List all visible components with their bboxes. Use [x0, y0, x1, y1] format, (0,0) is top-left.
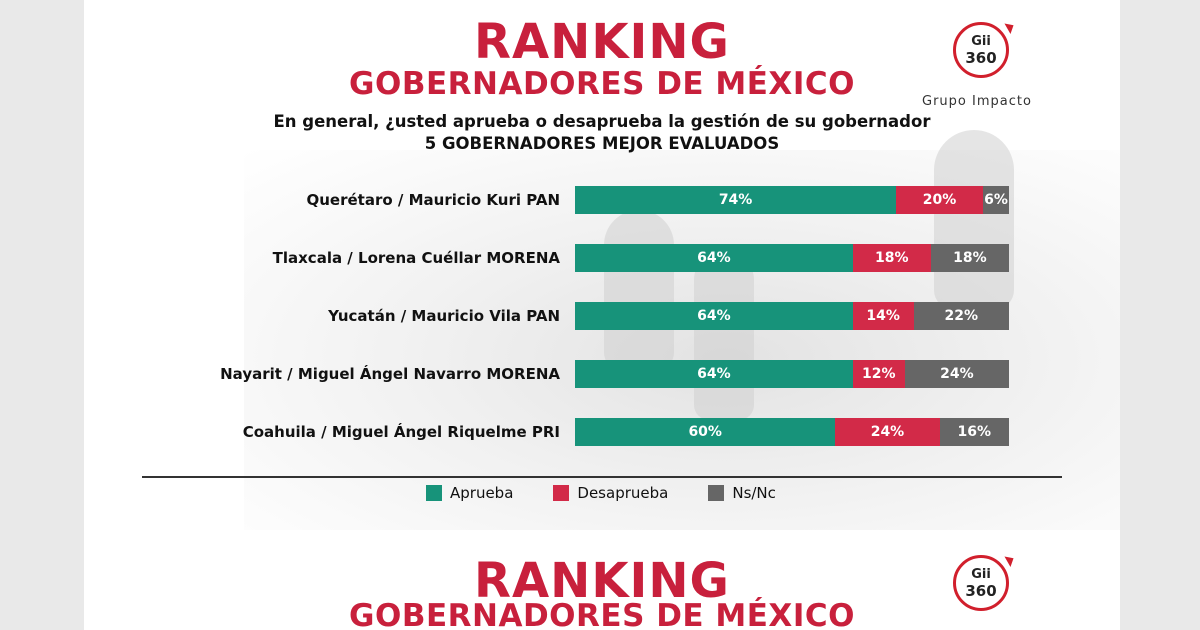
bar-segment-desaprueba: 14% [852, 302, 914, 330]
bar-data-label: 18% [953, 250, 987, 266]
legend-label-aprueba: Aprueba [450, 484, 514, 502]
bar-data-label: 24% [940, 366, 974, 382]
bar-category-label: Coahuila / Miguel Ángel Riquelme PRI [242, 423, 560, 441]
brand-name: Grupo Impacto [922, 94, 1032, 109]
bar-data-label: 22% [944, 308, 978, 324]
legend-swatch-nsnc [708, 485, 725, 501]
stacked-bar: 64% 18% 18% [575, 244, 1009, 272]
logo-text-line1: Gii [971, 34, 991, 49]
legend-label-nsnc: Ns/Nc [732, 484, 776, 502]
legend-item-desaprueba: Desaprueba [553, 484, 668, 502]
bar-data-label: 20% [922, 192, 957, 208]
bar-data-label: 24% [870, 424, 905, 440]
chart-divider [142, 476, 1062, 478]
bar-segment-aprueba: 64% [575, 244, 853, 272]
stacked-bar: 64% 14% 22% [575, 302, 1009, 330]
left-margin [0, 0, 84, 630]
bar-category-label: Querétaro / Mauricio Kuri PAN [306, 191, 561, 209]
raised-hand-image [934, 130, 1014, 310]
stacked-bar: 64% 12% 24% [575, 360, 1009, 388]
bar-data-label: 12% [862, 366, 896, 382]
legend-swatch-aprueba [426, 485, 442, 501]
bar-category-label: Tlaxcala / Lorena Cuéllar MORENA [272, 249, 560, 267]
repeat-logo-text-line1: Gii [971, 567, 991, 582]
legend-item-nsnc: Ns/Nc [708, 484, 776, 502]
survey-question: En general, ¿usted aprueba o desaprueba … [273, 112, 931, 131]
bar-segment-nsnc: 6% [982, 186, 1009, 214]
bar-segment-desaprueba: 24% [835, 418, 940, 446]
bar-segment-desaprueba: 18% [852, 244, 931, 272]
page-subtitle: GOBERNADORES DE MÉXICO [349, 66, 855, 102]
bar-segment-aprueba: 64% [575, 360, 853, 388]
bar-segment-nsnc: 18% [930, 244, 1009, 272]
gii360-logo: Gii 360 [953, 20, 1017, 78]
raised-hand-image [604, 210, 674, 370]
repeat-logo-text-line2: 360 [965, 582, 997, 600]
bar-data-label: 18% [875, 250, 909, 266]
chart-legend: Aprueba Desaprueba Ns/Nc [426, 484, 776, 502]
bar-segment-desaprueba: 12% [852, 360, 905, 388]
bar-data-label: 14% [866, 308, 900, 324]
infographic-card: RANKING GOBERNADORES DE MÉXICO Gii 360 G… [84, 0, 1120, 630]
legend-label-desaprueba: Desaprueba [577, 484, 669, 502]
bar-data-label: 74% [718, 192, 753, 208]
legend-swatch-desaprueba [553, 485, 570, 501]
right-margin [1120, 0, 1200, 630]
bar-data-label: 64% [697, 366, 731, 382]
bar-segment-aprueba: 64% [575, 302, 853, 330]
bar-data-label: 64% [697, 308, 731, 324]
bar-data-label: 16% [957, 424, 992, 440]
repeat-subtitle: GOBERNADORES DE MÉXICO [349, 598, 855, 630]
raised-hand-image [694, 250, 754, 420]
bar-segment-nsnc: 22% [913, 302, 1009, 330]
page-title: RANKING [474, 14, 730, 70]
bar-segment-nsnc: 24% [904, 360, 1009, 388]
bar-segment-aprueba: 60% [575, 418, 836, 446]
bar-data-label: 60% [688, 424, 722, 440]
stacked-bar: 60% 24% 16% [575, 418, 1009, 446]
bar-segment-nsnc: 16% [939, 418, 1009, 446]
stacked-bar: 74% 20% 6% [575, 186, 1009, 214]
bar-segment-desaprueba: 20% [896, 186, 983, 214]
bar-data-label: 6% [984, 192, 1008, 208]
bar-data-label: 64% [697, 250, 731, 266]
logo-text-line2: 360 [965, 49, 997, 67]
legend-item-aprueba: Aprueba [426, 484, 513, 502]
repeat-title: RANKING [474, 553, 730, 609]
bar-segment-aprueba: 74% [575, 186, 897, 214]
bar-category-label: Yucatán / Mauricio Vila PAN [328, 307, 560, 325]
survey-subheading: 5 GOBERNADORES MEJOR EVALUADOS [424, 134, 780, 153]
bar-category-label: Nayarit / Miguel Ángel Navarro MORENA [220, 365, 560, 383]
repeat-gii360-logo: Gii 360 [953, 553, 1017, 611]
